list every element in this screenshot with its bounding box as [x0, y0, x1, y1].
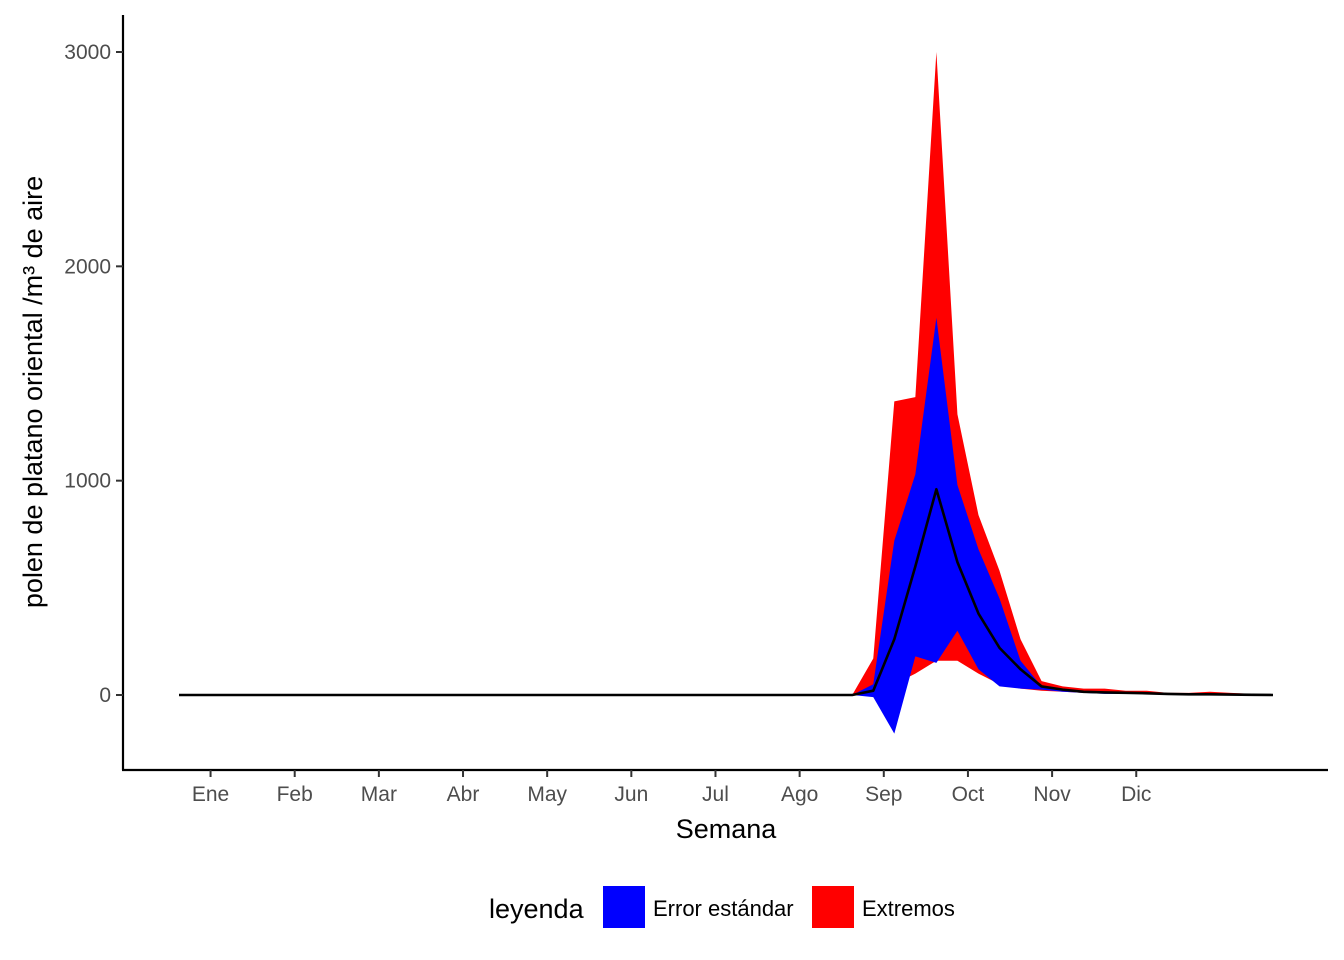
x-tick-label-nov: Nov	[1033, 783, 1071, 806]
mean-line-layer	[179, 487, 1274, 697]
x-tick-label-mar: Mar	[361, 783, 397, 806]
axes-layer	[121, 15, 1328, 772]
y-tick-label: 2000	[64, 255, 111, 278]
legend: leyenda Error estándar Extremos	[489, 886, 955, 928]
legend-label-extremos: Extremos	[862, 896, 955, 921]
x-tick-label-feb: Feb	[277, 783, 313, 806]
x-tick-label-ene: Ene	[192, 783, 229, 806]
legend-key-extremos	[812, 886, 854, 928]
y-axis-title: polen de platano oriental /m³ de aire	[18, 176, 48, 608]
band-extremos	[179, 52, 1273, 695]
x-tick-label-dic: Dic	[1121, 783, 1151, 806]
legend-title: leyenda	[489, 894, 585, 924]
x-tick-label-may: May	[527, 783, 567, 806]
x-ticks-layer: Ene Feb Mar Abr May Jun Jul Ago Sep Oct Nov Dic	[192, 770, 1151, 806]
x-tick-label-jul: Jul	[702, 783, 729, 806]
x-tick-label-ago: Ago	[781, 783, 818, 806]
y-tick-label: 3000	[64, 41, 111, 64]
x-tick-label-sep: Sep	[865, 783, 902, 806]
y-ticks-layer: 0 1000 2000 3000	[64, 41, 123, 707]
bands-layer	[179, 52, 1273, 734]
x-tick-label-abr: Abr	[447, 783, 480, 806]
x-tick-label-jun: Jun	[614, 783, 648, 806]
x-tick-label-oct: Oct	[952, 783, 985, 806]
mean-line	[179, 487, 1274, 697]
band-error-estandar	[179, 317, 1273, 734]
legend-key-error-estandar	[603, 886, 645, 928]
legend-label-error-estandar: Error estándar	[653, 896, 794, 921]
y-tick-label: 1000	[64, 470, 111, 493]
y-tick-label: 0	[99, 684, 111, 707]
x-axis-title: Semana	[676, 814, 778, 844]
